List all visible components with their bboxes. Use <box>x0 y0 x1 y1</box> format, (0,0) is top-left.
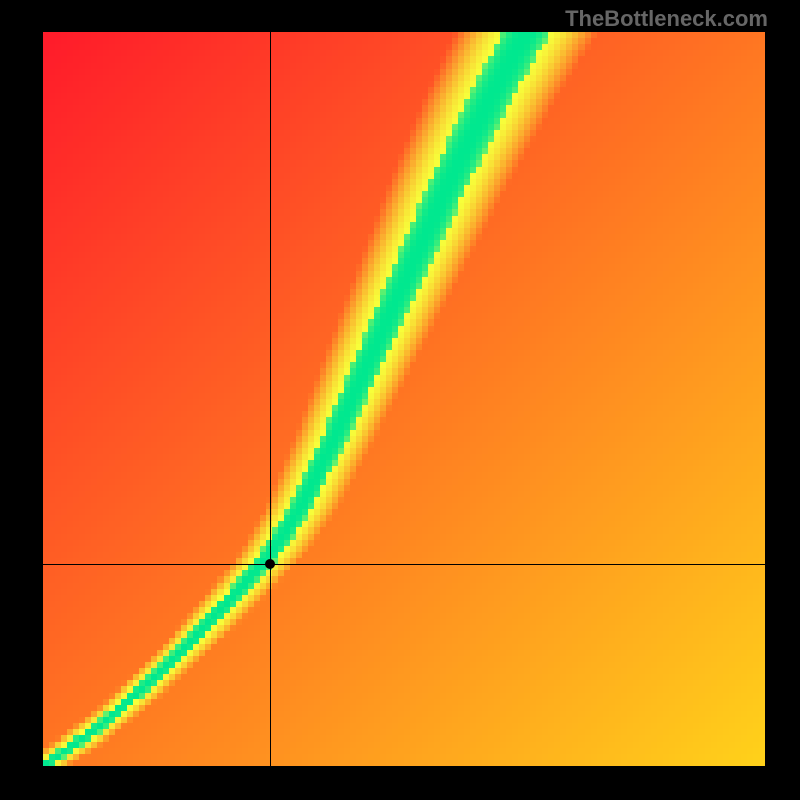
watermark-text: TheBottleneck.com <box>565 6 768 32</box>
chart-wrap: TheBottleneck.com <box>0 0 800 800</box>
crosshair-vertical <box>270 32 271 766</box>
heatmap-canvas <box>43 32 765 766</box>
crosshair-horizontal <box>43 564 765 565</box>
